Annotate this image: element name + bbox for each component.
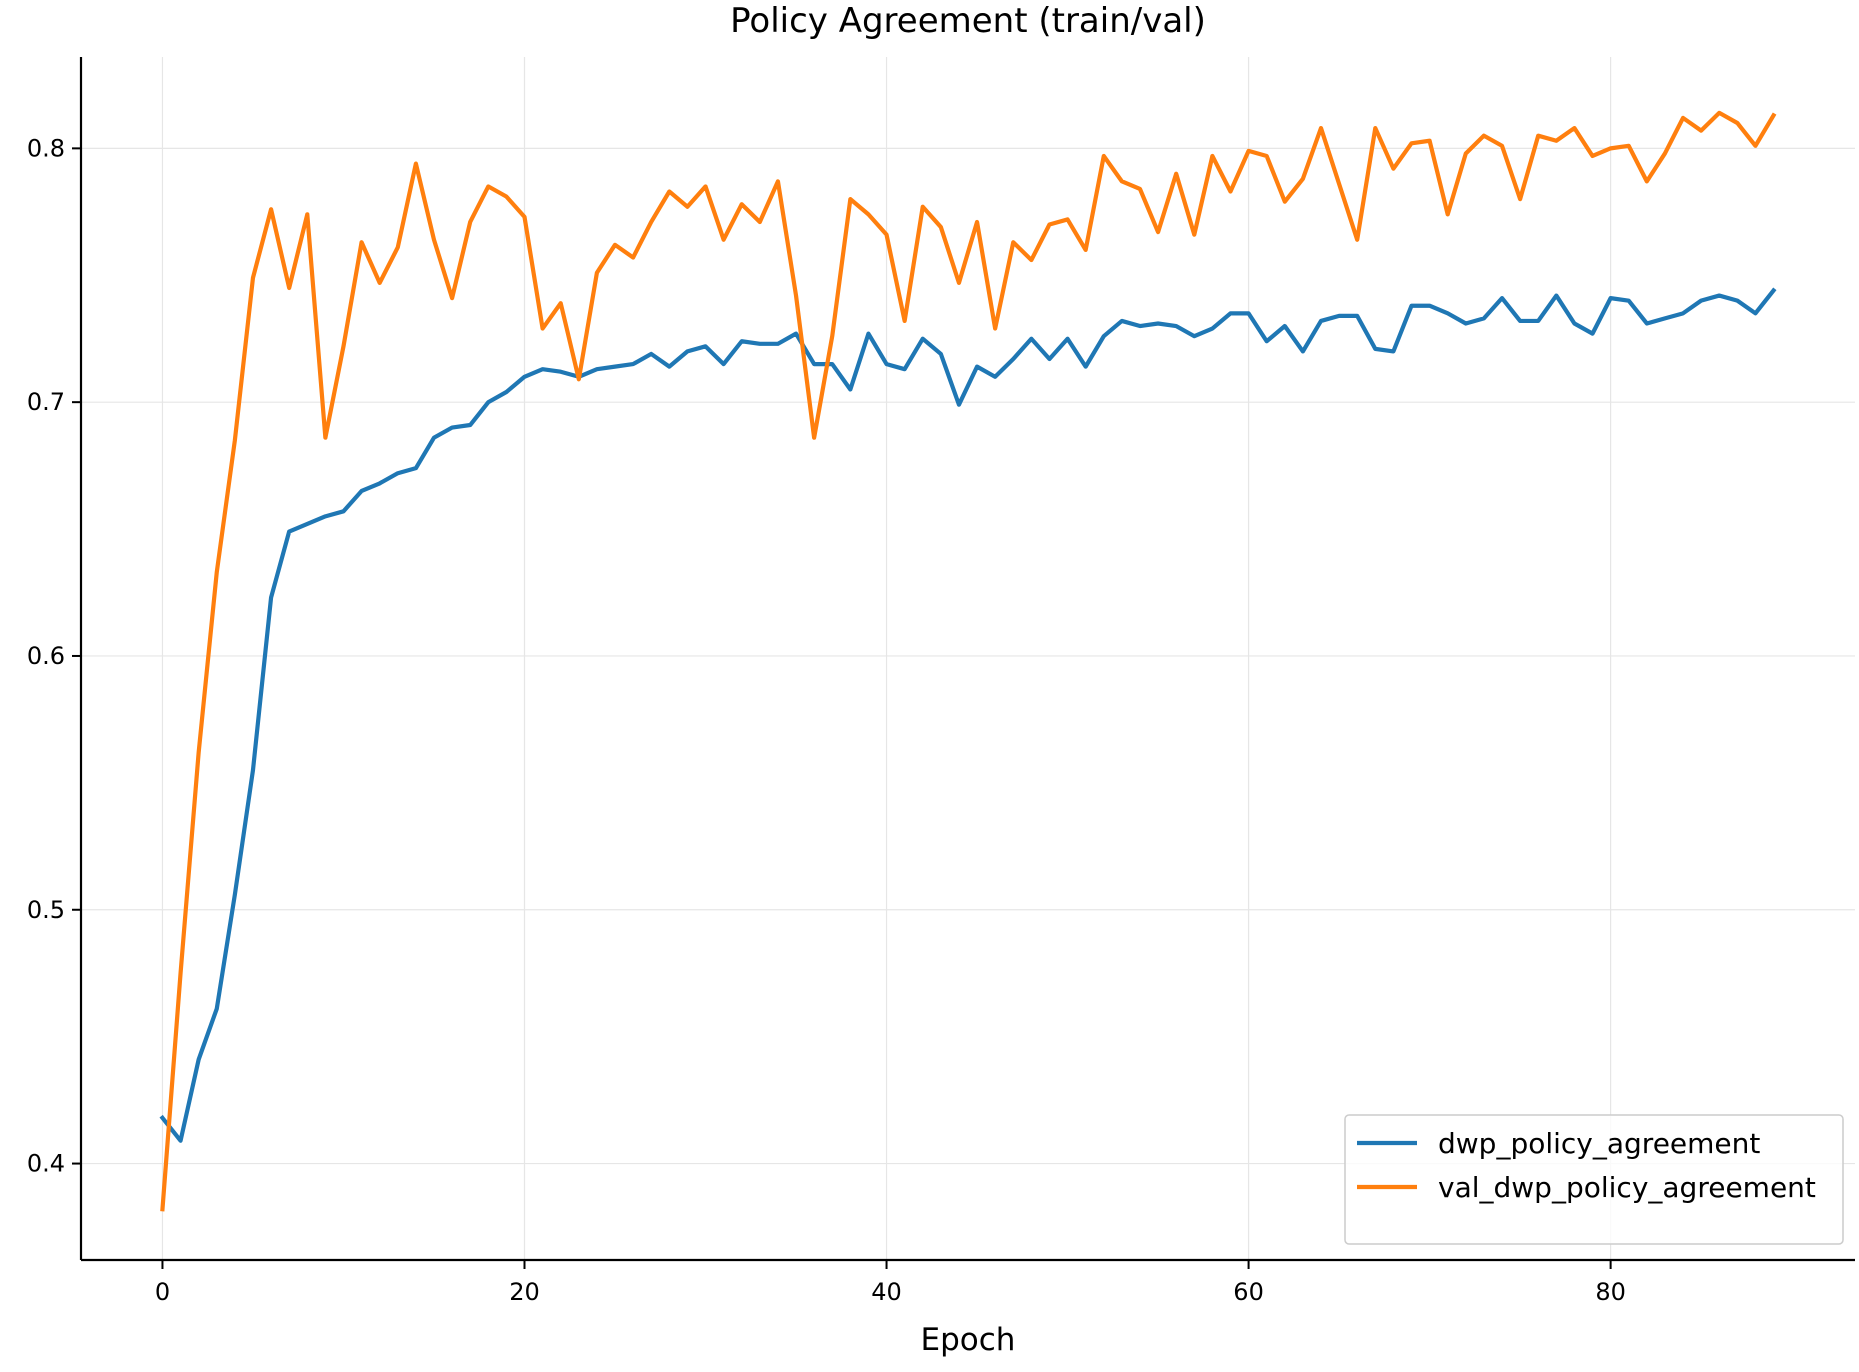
x-tick-label: 40	[871, 1278, 902, 1306]
grid-lines	[81, 57, 1855, 1260]
y-ticks: 0.4 0.5 0.6 0.7 0.8	[27, 134, 81, 1178]
x-axis-title: Epoch	[921, 1322, 1016, 1358]
legend-label: dwp_policy_agreement	[1438, 1127, 1760, 1160]
axes	[79, 57, 1855, 1262]
y-tick-label: 0.8	[27, 134, 65, 162]
chart-title: Policy Agreement (train/val)	[730, 1, 1206, 41]
series-line-dwp_policy_agreement	[159, 287, 1777, 1143]
y-tick-label: 0.7	[27, 388, 65, 416]
x-tick-label: 20	[509, 1278, 540, 1306]
legend-label: val_dwp_policy_agreement	[1438, 1171, 1816, 1204]
x-tick-label: 80	[1595, 1278, 1626, 1306]
legend: dwp_policy_agreement val_dwp_policy_agree…	[1344, 1114, 1844, 1245]
y-tick-label: 0.5	[27, 896, 65, 924]
y-tick-label: 0.4	[27, 1150, 65, 1178]
legend-box	[1344, 1114, 1844, 1245]
legend-entries: dwp_policy_agreement val_dwp_policy_agree…	[1357, 1127, 1816, 1204]
y-tick-label: 0.6	[27, 642, 65, 670]
x-ticks: 0 20 40 60 80	[155, 1260, 1626, 1306]
x-tick-label: 60	[1233, 1278, 1264, 1306]
series-lines	[159, 110, 1777, 1212]
series-line-val_dwp_policy_agreement	[160, 110, 1777, 1212]
x-tick-label: 0	[155, 1278, 170, 1306]
